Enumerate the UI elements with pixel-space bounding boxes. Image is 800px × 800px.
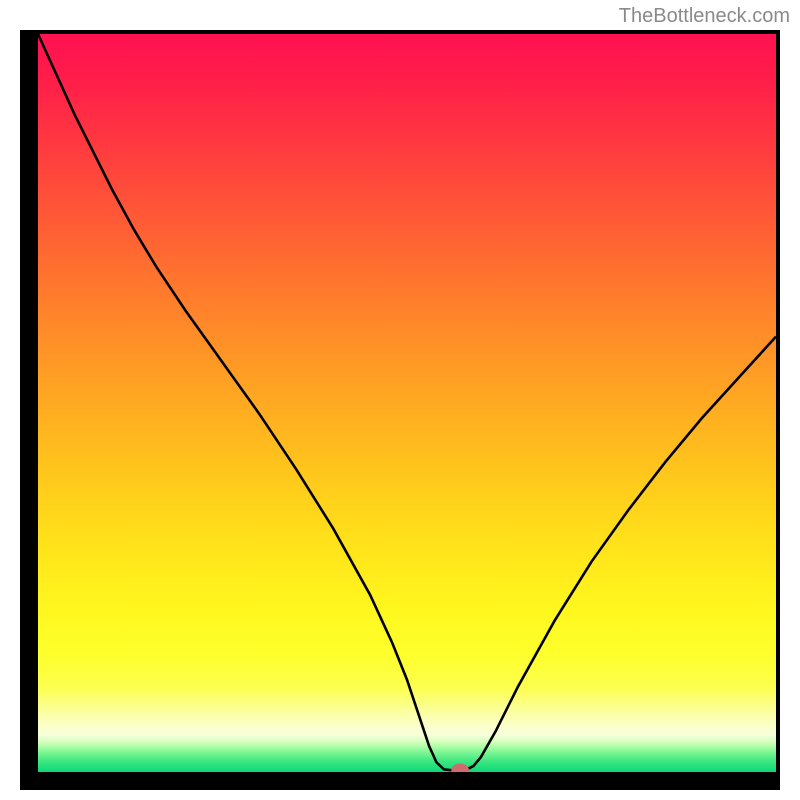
curve-svg [38, 34, 776, 772]
attribution-text: TheBottleneck.com [619, 5, 790, 28]
chart-container: TheBottleneck.com [0, 0, 800, 800]
plot-area [38, 34, 776, 772]
minimum-marker [451, 764, 469, 772]
plot-frame [20, 30, 780, 790]
bottleneck-curve [38, 34, 776, 771]
